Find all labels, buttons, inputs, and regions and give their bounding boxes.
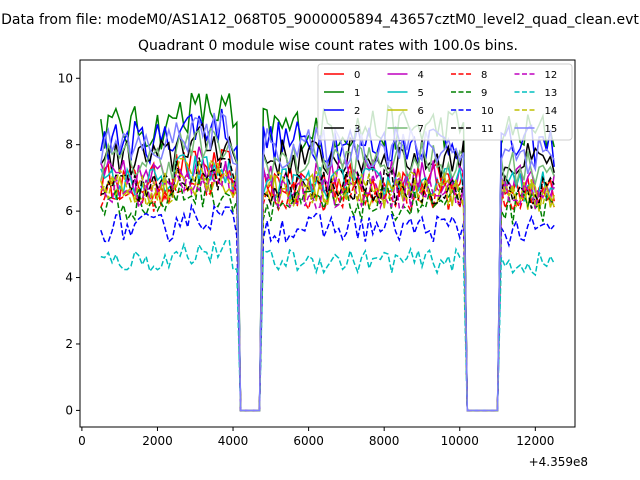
y-tick-label: 4 <box>65 271 73 285</box>
x-tick-label: 8000 <box>369 434 400 448</box>
legend-label-7: 7 <box>418 124 424 135</box>
legend-label-11: 11 <box>481 124 494 135</box>
legend-label-14: 14 <box>545 106 558 117</box>
series-layer <box>100 92 555 412</box>
legend-label-2: 2 <box>354 106 360 117</box>
legend-label-5: 5 <box>418 88 424 99</box>
y-tick-label: 8 <box>65 138 73 152</box>
y-tick-label: 0 <box>65 403 73 417</box>
x-tick-label: 4000 <box>218 434 249 448</box>
x-tick-label: 6000 <box>293 434 324 448</box>
series-line-13 <box>100 239 555 412</box>
y-tick-label: 6 <box>65 204 73 218</box>
legend-label-15: 15 <box>545 124 558 135</box>
legend-label-1: 1 <box>354 88 360 99</box>
x-tick-label: 2000 <box>142 434 173 448</box>
legend-label-13: 13 <box>545 88 558 99</box>
legend-label-9: 9 <box>481 88 487 99</box>
chart-title: Quadrant 0 module wise count rates with … <box>138 38 518 54</box>
legend-label-0: 0 <box>354 70 360 81</box>
legend-label-10: 10 <box>481 106 494 117</box>
legend-label-8: 8 <box>481 70 487 81</box>
x-tick-label: 10000 <box>441 434 479 448</box>
y-tick-label: 10 <box>58 71 73 85</box>
x-tick-label: 0 <box>78 434 86 448</box>
legend-label-4: 4 <box>418 70 424 81</box>
axes-frame <box>79 59 576 428</box>
legend-box <box>317 63 573 141</box>
x-offset-label: +4.359e8 <box>529 455 588 469</box>
legend-label-6: 6 <box>418 106 424 117</box>
figure-suptitle: Data from file: modeM0/AS1A12_068T05_900… <box>1 12 639 28</box>
legend-label-3: 3 <box>354 124 360 135</box>
legend-label-12: 12 <box>545 70 558 81</box>
series-line-15 <box>100 112 555 412</box>
x-tick-label: 12000 <box>516 434 554 448</box>
y-tick-label: 2 <box>65 337 73 351</box>
